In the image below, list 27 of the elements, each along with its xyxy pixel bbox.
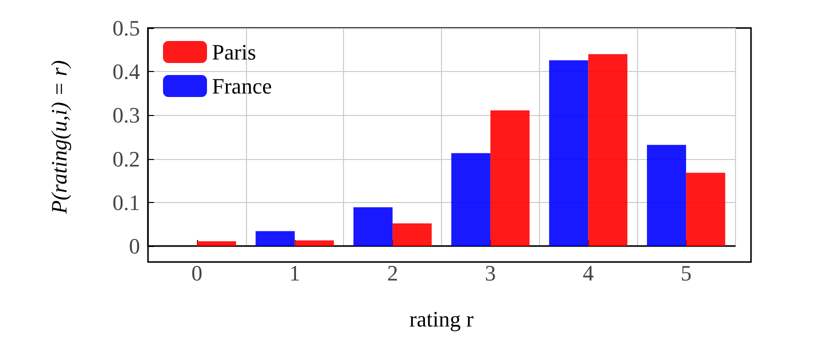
legend-label: Paris <box>212 40 256 64</box>
bar <box>646 144 686 246</box>
y-tick-label: 0.5 <box>112 16 140 40</box>
x-tick-label: 0 <box>191 260 202 286</box>
bar <box>294 240 334 246</box>
y-tick-label: 0.3 <box>112 102 140 128</box>
x-axis-title: rating r <box>409 306 474 332</box>
bar <box>392 223 432 246</box>
y-tick-label: 0.2 <box>112 146 140 172</box>
x-tick-label: 4 <box>582 260 594 286</box>
x-tick-label: 2 <box>387 260 398 286</box>
y-tick-label: 0 <box>129 234 140 258</box>
y-tick-label: 0.1 <box>112 190 140 215</box>
x-tick-label: 5 <box>680 260 692 286</box>
y-axis-title: P(rating(u,i) = r) <box>46 60 72 215</box>
bar <box>490 110 530 246</box>
bar <box>686 172 726 246</box>
y-tick-label: 0.4 <box>112 59 140 84</box>
bar <box>588 54 628 246</box>
bar <box>196 241 236 246</box>
x-tick-label: 3 <box>484 260 496 286</box>
bar <box>451 153 490 246</box>
bar <box>549 60 588 246</box>
bar <box>256 231 295 246</box>
x-tick-label: 1 <box>289 260 300 286</box>
bar <box>353 207 393 246</box>
legend-label: France <box>212 74 272 98</box>
